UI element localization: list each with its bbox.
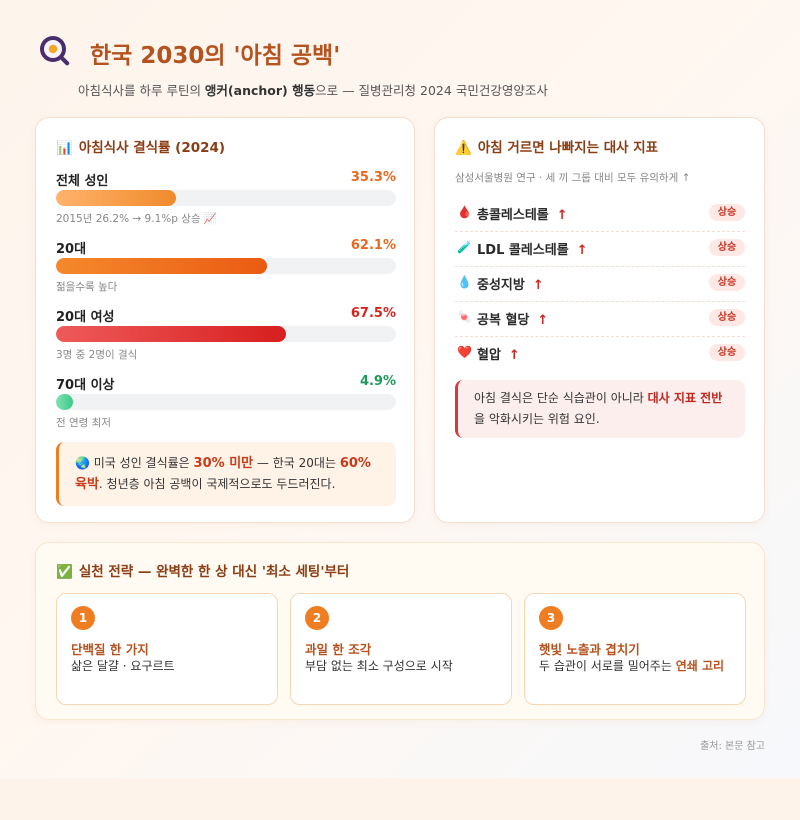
up-arrow-icon: ↑ — [508, 348, 520, 363]
test-tube-icon: 🧪 — [457, 240, 472, 254]
step-description: 부담 없는 최소 구성으로 시작 — [305, 659, 453, 673]
status-badge: 상승 — [709, 204, 745, 221]
page-subtitle: 아침식사를 하루 루틴의 앵커(anchor) 행동으로 — 질병관리청 202… — [78, 83, 548, 98]
stat-bar-track — [56, 258, 396, 274]
globe-icon: 🌏 — [75, 456, 90, 470]
stat-bar-fill — [56, 258, 268, 274]
metabolic-card-title: ⚠️ 아침 거르면 나빠지는 대사 지표 — [455, 140, 659, 156]
water-drop-icon: 💧 — [457, 275, 472, 289]
strategy-step: 2 과일 한 조각 부담 없는 최소 구성으로 시작 — [290, 593, 512, 705]
bar-chart-icon: 📊 — [56, 140, 73, 156]
stat-label: 20대 — [56, 242, 87, 257]
metric-row: 🍬 공복 혈당 ↑ 상승 — [455, 303, 745, 337]
up-arrow-icon: ↑ — [556, 208, 568, 223]
step-title: 과일 한 조각 — [305, 642, 372, 657]
strategy-step: 1 단백질 한 가지 삶은 달걀 · 요구르트 — [56, 593, 278, 705]
stat-value: 35.3% — [350, 170, 396, 185]
stat-bar-fill — [56, 326, 286, 342]
page: 한국 2030의 '아침 공백' 아침식사를 하루 루틴의 앵커(anchor)… — [35, 36, 765, 752]
metric-label: 중성지방 ↑ — [477, 278, 544, 293]
stat-bar-fill — [56, 394, 73, 410]
stat-value: 67.5% — [350, 306, 396, 321]
strategy-card-title: ✅ 실천 전략 — 완벽한 한 상 대신 '최소 세팅'부터 — [56, 564, 350, 580]
frying-pan-egg-icon — [40, 36, 70, 66]
step-number-badge: 1 — [71, 606, 95, 630]
metabolic-card-subtitle: 삼성서울병원 연구 · 세 끼 그룹 대비 모두 유의하게 ↑ — [455, 172, 691, 184]
metric-label: 혈압 ↑ — [477, 348, 520, 363]
bottom-band — [0, 778, 800, 820]
strategy-card: ✅ 실천 전략 — 완벽한 한 상 대신 '최소 세팅'부터 1 단백질 한 가지… — [35, 542, 765, 720]
metric-row: 🩸 총콜레스테롤 ↑ 상승 — [455, 198, 745, 232]
blood-drop-icon: 🩸 — [457, 205, 472, 219]
up-arrow-icon: ↑ — [532, 278, 544, 293]
stat-value: 62.1% — [350, 238, 396, 253]
step-description: 두 습관이 서로를 밀어주는 연쇄 고리 — [539, 659, 725, 673]
check-box-icon: ✅ — [56, 564, 73, 580]
stat-label: 전체 성인 — [56, 174, 109, 189]
step-number-badge: 3 — [539, 606, 563, 630]
stat-note: 3명 중 2명이 결식 — [56, 349, 138, 361]
stat-bar-track — [56, 326, 396, 342]
stat-value: 4.9% — [359, 374, 396, 389]
stat-label: 70대 이상 — [56, 378, 115, 393]
stat-note: 젊을수록 높다 — [56, 281, 118, 293]
strategy-step: 3 햇빛 노출과 겹치기 두 습관이 서로를 밀어주는 연쇄 고리 — [524, 593, 746, 705]
up-arrow-icon: ↑ — [537, 313, 549, 328]
step-title: 햇빛 노출과 겹치기 — [539, 642, 640, 657]
metabolic-risk-callout: 아침 결식은 단순 식습관이 아니라 대사 지표 전반을 악화시키는 위험 요인… — [455, 380, 745, 438]
stat-note: 전 연령 최저 — [56, 417, 111, 429]
skip-rate-card: 📊 아침식사 결식률 (2024) 전체 성인 35.3% 2015년 26.2%… — [35, 117, 415, 523]
metric-label: 공복 혈당 ↑ — [477, 313, 549, 328]
status-badge: 상승 — [709, 309, 745, 326]
stat-label: 20대 여성 — [56, 310, 115, 325]
metabolic-card: ⚠️ 아침 거르면 나빠지는 대사 지표 삼성서울병원 연구 · 세 끼 그룹 대… — [434, 117, 765, 523]
metric-label: LDL 콜레스테롤 ↑ — [477, 243, 588, 258]
step-description: 삶은 달걀 · 요구르트 — [71, 659, 175, 673]
metric-label: 총콜레스테롤 ↑ — [477, 208, 568, 223]
stat-bar-fill — [56, 190, 177, 206]
metric-row: 🧪 LDL 콜레스테롤 ↑ 상승 — [455, 233, 745, 267]
candy-icon: 🍬 — [457, 310, 472, 324]
metric-row: ❤️ 혈압 ↑ 상승 — [455, 338, 745, 372]
step-title: 단백질 한 가지 — [71, 642, 149, 657]
international-comparison-callout: 🌏 미국 성인 결식률은 30% 미만 — 한국 20대는 60% 육박. 청년… — [56, 442, 396, 506]
status-badge: 상승 — [709, 274, 745, 291]
warning-icon: ⚠️ — [455, 140, 472, 156]
source-note: 출처: 본문 참고 — [700, 741, 765, 752]
skip-rate-card-title: 📊 아침식사 결식률 (2024) — [56, 140, 226, 156]
step-number-badge: 2 — [305, 606, 329, 630]
metric-row: 💧 중성지방 ↑ 상승 — [455, 268, 745, 302]
stat-bar-track — [56, 190, 396, 206]
heart-icon: ❤️ — [457, 345, 472, 359]
status-badge: 상승 — [709, 239, 745, 256]
status-badge: 상승 — [709, 344, 745, 361]
stat-note: 2015년 26.2% → 9.1%p 상승 📈 — [56, 213, 217, 225]
up-arrow-icon: ↑ — [576, 243, 588, 258]
stat-bar-track — [56, 394, 396, 410]
page-title: 한국 2030의 '아침 공백' — [90, 43, 341, 69]
